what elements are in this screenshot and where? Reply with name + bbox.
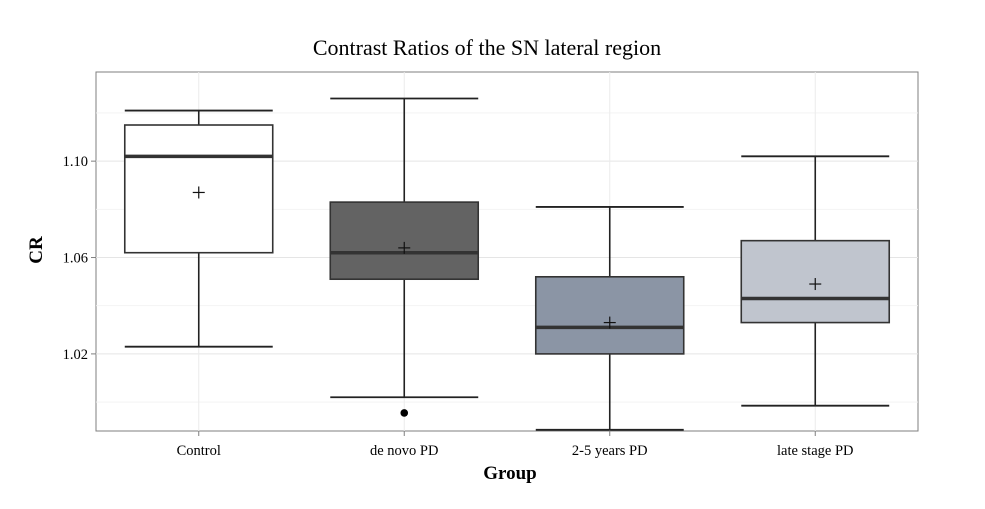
box-de-novo-pd xyxy=(329,97,480,417)
outlier-point xyxy=(400,409,409,417)
y-axis-title: CR xyxy=(26,236,47,264)
y-tick-label: 1.10 xyxy=(63,154,88,170)
box-iqr xyxy=(534,275,685,355)
box-control xyxy=(123,109,274,348)
box-2-5-years-pd xyxy=(534,206,685,431)
x-tick-label: late stage PD xyxy=(777,443,854,459)
x-tick-label: Control xyxy=(177,443,221,459)
x-tick-label: de novo PD xyxy=(370,443,438,459)
chart-title: Contrast Ratios of the SN lateral region xyxy=(313,35,661,60)
x-tick-label: 2-5 years PD xyxy=(572,443,648,459)
y-tick-label: 1.06 xyxy=(63,251,88,267)
x-axis-title: Group xyxy=(483,463,537,484)
axis-layer: 1.02 1.06 1.10 Control de novo PD 2-5 years P… xyxy=(63,154,854,459)
box-late-stage-pd xyxy=(740,155,891,407)
box-iqr xyxy=(329,201,480,281)
box-layer xyxy=(123,97,891,431)
y-tick-label: 1.02 xyxy=(63,347,88,363)
